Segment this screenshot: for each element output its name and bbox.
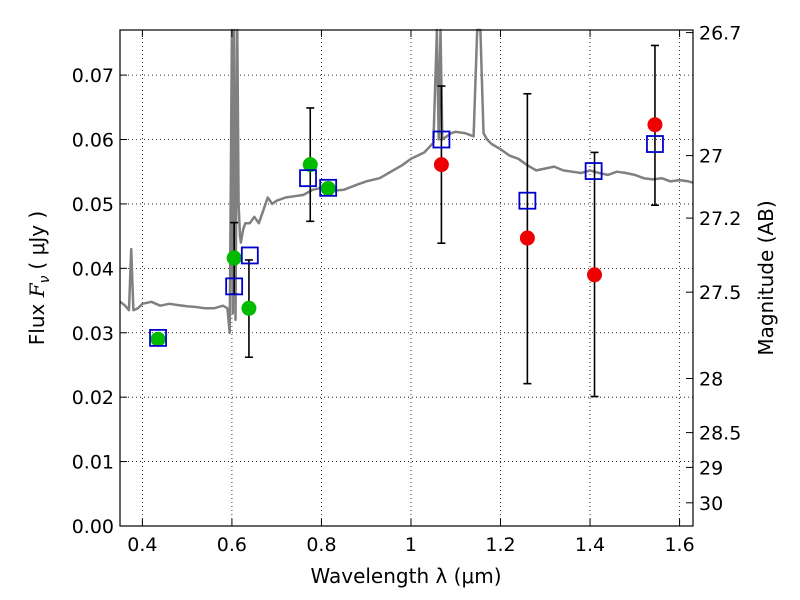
right-tick-label: 27.5 <box>699 282 741 304</box>
y-axis-label-prefix: Flux <box>25 297 49 345</box>
y-axis-label-symbol: F <box>25 282 49 298</box>
data-markers <box>149 117 664 347</box>
x-tick-label: 1.2 <box>485 534 515 556</box>
y-tick-label: 0.06 <box>72 130 114 152</box>
filled-circle-point <box>519 230 535 246</box>
right-tick-label: 28.5 <box>699 423 741 445</box>
right-tick-label: 28 <box>699 368 723 390</box>
y-tick-label: 0.05 <box>72 194 114 216</box>
filled-circle-point <box>647 117 663 133</box>
filled-circle-point <box>587 267 603 283</box>
plot-area <box>120 30 693 526</box>
ticks: 0.4 0.6 0.8 1 1.2 1.4 1.6 0.00 0.01 0.02 0.03 0.04 0… <box>72 23 742 556</box>
filled-circle-point <box>150 331 166 347</box>
y-tick-label: 0.00 <box>72 516 114 538</box>
right-tick-label: 29 <box>699 457 723 479</box>
open-square-point <box>584 162 603 180</box>
x-tick-label: 0.4 <box>127 534 157 556</box>
y-tick-label: 0.01 <box>72 452 114 474</box>
open-square-point <box>225 277 244 296</box>
y-axis-label-unit: ( μJy ) <box>25 211 49 270</box>
right-tick-label: 27.2 <box>699 208 741 230</box>
open-square-point <box>432 130 451 149</box>
open-square-point <box>240 246 259 265</box>
x-tick-label: 1 <box>405 534 417 556</box>
x-tick-label: 1.4 <box>575 534 605 556</box>
spectrum <box>119 28 694 335</box>
filled-circle-point <box>302 157 318 173</box>
x-tick-label: 0.8 <box>306 534 336 556</box>
open-square-point <box>319 178 338 197</box>
x-tick-label: 0.6 <box>217 534 247 556</box>
filled-circle-point <box>320 180 336 196</box>
open-square-point <box>299 169 317 188</box>
plot-frame <box>119 29 694 527</box>
open-square-point <box>646 135 664 153</box>
y-axis-label: Flux Fν ( μJy ) <box>25 211 53 345</box>
y-tick-label: 0.02 <box>72 387 114 409</box>
spectrum-line <box>119 28 694 335</box>
y-tick-label: 0.07 <box>72 65 114 87</box>
y-axis-label-subscript: ν <box>37 275 53 283</box>
open-square-point <box>518 191 537 210</box>
right-tick-label: 27 <box>699 146 723 168</box>
y-tick-label: 0.04 <box>72 258 114 280</box>
filled-circle-point <box>241 300 257 316</box>
filled-circle-point <box>226 250 242 266</box>
open-square-point <box>149 329 167 347</box>
right-axis-label: Magnitude (AB) <box>754 200 778 355</box>
filled-circle-point <box>433 157 449 173</box>
x-axis-label: Wavelength λ (μm) <box>310 564 501 588</box>
y-tick-label: 0.03 <box>72 323 114 345</box>
right-tick-label: 26.7 <box>699 23 741 45</box>
right-tick-label: 30 <box>699 493 723 515</box>
x-tick-label: 1.6 <box>664 534 694 556</box>
